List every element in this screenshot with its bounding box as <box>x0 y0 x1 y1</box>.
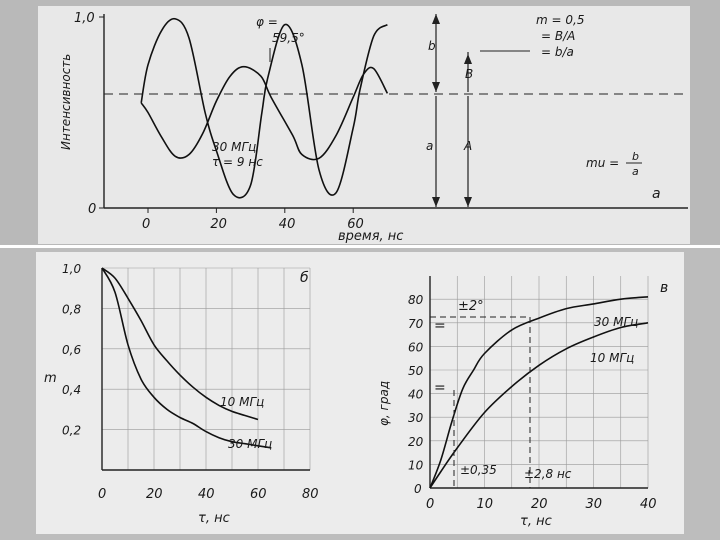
bottom-left-y-tick-label: 0,2 <box>62 424 81 438</box>
bottom-right-x-tick-label: 40 <box>640 497 657 512</box>
bottom-left-x-tick-label: 40 <box>198 487 215 502</box>
marker-a-small-label: a <box>426 139 433 153</box>
marker-b-small-label: b <box>428 39 436 53</box>
bottom-left-x-tick-label: 60 <box>250 487 267 502</box>
bottom-left-curve-30mhz <box>101 267 272 449</box>
bottom-right-x-tick-label: 20 <box>531 497 548 512</box>
top-x-axis-label: время, нс <box>338 229 403 244</box>
bottom-right-y-tick-label: 30 <box>408 411 424 425</box>
bottom-left-panel-letter: б <box>300 270 309 286</box>
bottom-right-y-tick-label: 80 <box>408 293 424 307</box>
bottom-right-grid <box>430 276 649 488</box>
bottom-left-x-tick-label: 0 <box>98 487 106 502</box>
top-response-curve <box>140 65 389 161</box>
bottom-left-grid <box>102 267 311 470</box>
bottom-left-x-axis-label: τ, нс <box>198 511 230 526</box>
m-label-1: m = 0,5 <box>536 13 584 27</box>
equal-mark-mid: = <box>434 380 446 396</box>
bottom-left-label-10mhz: 10 МГц <box>220 395 264 409</box>
bottom-right-chart: 0 10 20 30 40 50 60 70 80 0 10 20 30 40 φ, град τ, нс… <box>377 276 668 529</box>
bottom-right-y-axis-label: φ, град <box>377 381 391 426</box>
marker-b-small-arrow-down <box>432 82 440 92</box>
bottom-right-curve-30mhz <box>429 296 649 489</box>
bottom-left-y-tick-label: 0,6 <box>62 343 81 357</box>
marker-a-small-arrow-down <box>432 197 440 207</box>
bottom-right-x-axis-label: τ, нс <box>520 514 552 529</box>
top-ticks: 0 20 40 60 1,0 0 <box>74 11 364 232</box>
mu-fraction-denominator: a <box>632 165 639 178</box>
bottom-right-y-tick-label: 10 <box>408 458 424 472</box>
bottom-left-y-tick-label: 0,4 <box>62 383 81 397</box>
bottom-right-y-tick-label: 70 <box>408 317 424 331</box>
annotation-28: ±2,8 нс <box>524 467 572 481</box>
bottom-right-x-tick-label: 10 <box>477 497 494 512</box>
marker-b-small-arrow-up <box>432 14 440 24</box>
top-y-tick-label: 1,0 <box>74 11 95 26</box>
marker-A-arrow-down <box>464 197 472 207</box>
mu-fraction-numerator: b <box>632 150 639 163</box>
top-y-axis-label: Интенсивность <box>59 54 73 150</box>
bottom-right-y-tick-label: 40 <box>408 388 424 402</box>
top-figure-area <box>38 6 690 244</box>
m-label-2: = B/A <box>541 29 575 43</box>
bottom-left-ticks: 0,2 0,4 0,6 0,8 1,0 0 20 40 60 80 <box>62 262 319 502</box>
bottom-left-y-tick-label: 0,8 <box>62 302 81 316</box>
bottom-right-y-tick-label: 60 <box>408 340 424 354</box>
bottom-left-x-tick-label: 20 <box>146 487 163 502</box>
bottom-right-label-30mhz: 30 МГц <box>594 315 638 329</box>
bottom-left-chart: 0,2 0,4 0,6 0,8 1,0 0 20 40 60 80 m τ, нс б 10 МГ… <box>44 262 319 526</box>
marker-B-label: B <box>465 67 473 81</box>
bottom-right-y-tick-label: 0 <box>414 482 422 496</box>
mu-label: mu = <box>586 156 619 170</box>
top-x-tick-label: 60 <box>347 217 364 232</box>
top-x-tick-label: 0 <box>142 217 150 232</box>
bottom-left-label-30mhz: 30 МГц <box>228 437 272 451</box>
bottom-left-x-tick-label: 80 <box>302 487 319 502</box>
phi-value: 59,5° <box>272 31 305 45</box>
m-label-3: = b/a <box>541 45 574 59</box>
bottom-right-label-10mhz: 10 МГц <box>590 351 634 365</box>
bottom-right-curve-10mhz <box>429 322 649 489</box>
bottom-right-ticks: 0 10 20 30 40 50 60 70 80 0 10 20 30 40 <box>408 293 657 512</box>
marker-B-arrow-up <box>464 54 472 64</box>
top-tau-label: τ = 9 нс <box>212 155 263 169</box>
bottom-right-x-tick-label: 30 <box>586 497 603 512</box>
bottom-right-panel-letter: в <box>660 280 668 296</box>
bottom-left-y-axis-label: m <box>44 371 57 386</box>
top-y-tick-label: 0 <box>88 202 96 217</box>
marker-A-label: A <box>463 139 472 153</box>
annotation-degree: ±2° <box>458 299 484 314</box>
bottom-right-y-tick-label: 20 <box>408 435 424 449</box>
phi-label: φ = <box>256 15 278 29</box>
annotation-035: ±0,35 <box>460 463 497 477</box>
top-x-tick-label: 20 <box>210 217 227 232</box>
top-freq-label: 30 МГц <box>212 140 256 154</box>
bottom-left-y-tick-label: 1,0 <box>62 262 81 276</box>
top-panel-letter: a <box>652 186 661 202</box>
top-chart: 0 20 40 60 1,0 0 Интенсивность время, нс a φ … <box>59 11 688 244</box>
bottom-right-x-tick-label: 0 <box>426 497 434 512</box>
bottom-left-curve-10mhz <box>101 267 259 421</box>
top-excitation-curve <box>140 17 388 199</box>
bottom-figure-area <box>36 252 684 534</box>
equal-mark-top: = <box>434 318 446 334</box>
top-x-tick-label: 40 <box>279 217 296 232</box>
bottom-right-y-tick-label: 50 <box>408 364 424 378</box>
